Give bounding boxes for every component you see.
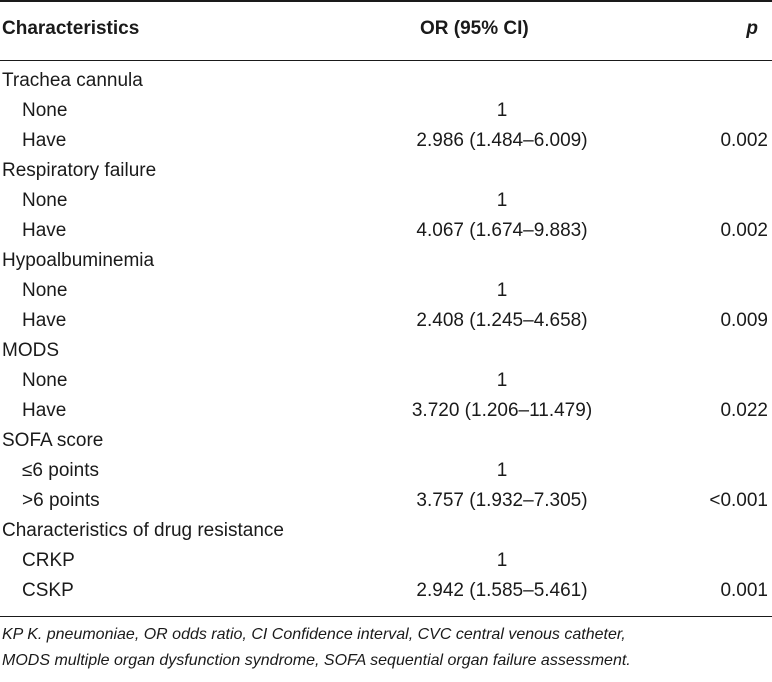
row-p-value: 0.009 xyxy=(720,310,768,331)
row-odds-ratio: 1 xyxy=(496,100,508,121)
table-group-row: Respiratory failure xyxy=(0,156,772,186)
table-group-row: Characteristics of drug resistance xyxy=(0,516,772,546)
table-body: Trachea cannula None 1 Have 2.986 (1.484–6.0… xyxy=(0,66,772,606)
row-odds-ratio: 2.408 (1.245–4.658) xyxy=(416,310,588,331)
table-row: >6 points 3.757 (1.932–7.305) <0.001 xyxy=(0,486,772,516)
table-group-row: SOFA score xyxy=(0,426,772,456)
row-odds-ratio: 1 xyxy=(496,370,508,391)
table-footnote: KP K. pneumoniae, OR odds ratio, CI Conf… xyxy=(2,622,770,674)
row-odds-ratio: 2.942 (1.585–5.461) xyxy=(416,580,588,601)
footnote-line-2: MODS multiple organ dysfunction syndrome… xyxy=(2,652,631,669)
table-top-rule xyxy=(0,0,772,2)
row-label: Have xyxy=(22,310,67,331)
row-odds-ratio: 1 xyxy=(496,550,508,571)
row-label: ≤6 points xyxy=(22,460,99,481)
footnote-line-1: KP K. pneumoniae, OR odds ratio, CI Conf… xyxy=(2,626,626,643)
row-label: None xyxy=(22,190,68,211)
table-group-row: Trachea cannula xyxy=(0,66,772,96)
row-label: >6 points xyxy=(22,490,100,511)
row-odds-ratio: 3.757 (1.932–7.305) xyxy=(416,490,588,511)
row-label: Have xyxy=(22,400,67,421)
table-row: None 1 xyxy=(0,96,772,126)
row-label: CRKP xyxy=(22,550,75,571)
row-label: Characteristics of drug resistance xyxy=(2,520,284,541)
table-group-row: Hypoalbuminemia xyxy=(0,246,772,276)
row-odds-ratio: 1 xyxy=(496,190,508,211)
row-label: Have xyxy=(22,130,67,151)
row-odds-ratio: 4.067 (1.674–9.883) xyxy=(416,220,588,241)
row-p-value: 0.001 xyxy=(720,580,768,601)
table-row: Have 2.408 (1.245–4.658) 0.009 xyxy=(0,306,772,336)
row-odds-ratio: 1 xyxy=(496,460,508,481)
row-p-value: 0.002 xyxy=(720,130,768,151)
row-label: Hypoalbuminemia xyxy=(2,250,155,271)
row-p-value: <0.001 xyxy=(709,490,768,511)
table-header-rule xyxy=(0,60,772,61)
table-row: ≤6 points 1 xyxy=(0,456,772,486)
table-row: CSKP 2.942 (1.585–5.461) 0.001 xyxy=(0,576,772,606)
table-bottom-rule xyxy=(0,616,772,617)
row-odds-ratio: 2.986 (1.484–6.009) xyxy=(416,130,588,151)
row-label: CSKP xyxy=(22,580,74,601)
row-label: Respiratory failure xyxy=(2,160,157,181)
header-p-value: p xyxy=(746,18,758,39)
table-row: Have 4.067 (1.674–9.883) 0.002 xyxy=(0,216,772,246)
table-row: Have 3.720 (1.206–11.479) 0.022 xyxy=(0,396,772,426)
row-odds-ratio: 1 xyxy=(496,280,508,301)
table-row: Have 2.986 (1.484–6.009) 0.002 xyxy=(0,126,772,156)
table-group-row: MODS xyxy=(0,336,772,366)
row-label: MODS xyxy=(2,340,59,361)
row-odds-ratio: 3.720 (1.206–11.479) xyxy=(411,400,593,421)
row-label: Have xyxy=(22,220,67,241)
table-row: None 1 xyxy=(0,186,772,216)
row-p-value: 0.022 xyxy=(720,400,768,421)
header-odds-ratio: OR (95% CI) xyxy=(420,18,529,39)
header-characteristics: Characteristics xyxy=(2,18,140,39)
row-label: None xyxy=(22,370,68,391)
table-row: None 1 xyxy=(0,276,772,306)
row-p-value: 0.002 xyxy=(720,220,768,241)
row-label: SOFA score xyxy=(2,430,104,451)
row-label: Trachea cannula xyxy=(2,70,143,91)
table-row: CRKP 1 xyxy=(0,546,772,576)
table-row: None 1 xyxy=(0,366,772,396)
row-label: None xyxy=(22,280,68,301)
row-label: None xyxy=(22,100,68,121)
table-header: Characteristics OR (95% CI) p xyxy=(0,0,772,60)
